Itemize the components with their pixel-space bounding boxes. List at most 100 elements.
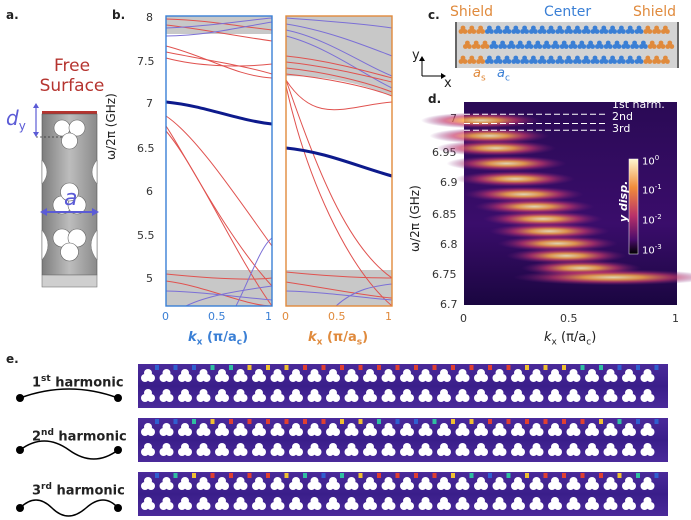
- ac-label: ac: [497, 66, 510, 84]
- cbar-tick: 10-1: [642, 183, 662, 197]
- as-symbol: a: [473, 66, 481, 81]
- hole: [492, 443, 507, 456]
- harmonic-3-sketch: [19, 499, 119, 517]
- displacement-spot: [321, 365, 326, 370]
- hole: [548, 369, 562, 382]
- harmonic-2-label: 2nd harmonic: [32, 428, 127, 445]
- trefoil: [515, 40, 525, 49]
- trefoil: [652, 55, 661, 64]
- hole: [400, 389, 414, 402]
- hole: [178, 443, 192, 456]
- displacement-spot: [543, 365, 548, 370]
- harmonic-3-label: 3rd harmonic: [32, 482, 125, 499]
- hole: [566, 477, 581, 490]
- cbar-tick: 10-2: [642, 213, 662, 227]
- panel-c-label: c.: [428, 8, 440, 22]
- kx-symbol: k: [308, 330, 317, 345]
- hole: [141, 389, 155, 402]
- trefoil: [652, 25, 661, 34]
- trefoil: [467, 55, 477, 64]
- hole: [603, 443, 618, 456]
- hole: [640, 497, 655, 510]
- hole: [566, 423, 581, 436]
- trefoil: [625, 55, 635, 64]
- hole: [511, 423, 525, 436]
- displacement-spot: [340, 365, 344, 370]
- displacement-spot: [377, 365, 381, 370]
- hole: [529, 497, 544, 510]
- hole: [437, 443, 451, 456]
- trefoil: [458, 25, 468, 34]
- hole: [566, 369, 581, 382]
- displacement-spot: [395, 365, 400, 370]
- cbar-tick: 10-3: [642, 243, 662, 257]
- hole: [474, 477, 488, 490]
- hole: [529, 477, 544, 490]
- displacement-spot: [155, 365, 159, 370]
- displacement-spot: [432, 473, 437, 478]
- hole: [159, 477, 174, 490]
- dispersion-heatmap: [421, 102, 691, 305]
- hole: [326, 423, 340, 436]
- trefoil: [573, 25, 582, 34]
- xtick-center: 1: [265, 310, 272, 323]
- hole: [548, 423, 562, 436]
- hole: [252, 423, 266, 436]
- hole: [418, 497, 433, 510]
- hole: [474, 389, 488, 402]
- trefoil: [537, 55, 547, 64]
- hole: [196, 389, 211, 402]
- displacement-spot: [303, 473, 307, 478]
- hole: [326, 477, 340, 490]
- panel-b-xlabel-center: kx (π/ac): [188, 330, 248, 348]
- trefoil: [555, 55, 565, 64]
- kx-unit-sub: c: [236, 337, 243, 348]
- trefoil: [493, 25, 503, 34]
- trefoil: [480, 40, 490, 49]
- hole: [585, 389, 599, 402]
- hole: [437, 497, 451, 510]
- hole: [270, 423, 285, 436]
- displacement-spot: [266, 473, 270, 478]
- displacement-spot: [506, 419, 511, 424]
- ytick: 7: [146, 97, 153, 110]
- hole: [252, 369, 266, 382]
- crystal-schematic: [455, 22, 679, 68]
- dispersion-band: [463, 186, 584, 203]
- xtick: 1: [672, 312, 679, 325]
- trefoil: [599, 25, 609, 34]
- hole: [381, 389, 396, 402]
- displacement-spot: [192, 473, 196, 478]
- harmonic-1-sketch: [19, 388, 119, 399]
- xtick: 0: [460, 312, 467, 325]
- trefoil: [476, 55, 485, 64]
- displacement-spot: [525, 365, 529, 370]
- cbar-tick: 100: [642, 154, 660, 168]
- trefoil: [564, 25, 573, 34]
- displacement-spot: [562, 365, 566, 370]
- hole: [511, 369, 525, 382]
- hole: [381, 423, 396, 436]
- displacement-spot: [451, 419, 455, 424]
- trefoil: [546, 55, 556, 64]
- hole: [455, 423, 470, 436]
- trefoil: [564, 55, 573, 64]
- displacement-spot: [210, 419, 215, 424]
- hole: [178, 389, 192, 402]
- trefoil: [520, 25, 529, 34]
- hole: [233, 423, 248, 436]
- xtick-shield: 1: [385, 310, 392, 323]
- displacement-spot: [599, 419, 603, 424]
- hole: [215, 443, 229, 456]
- hole: [603, 369, 618, 382]
- hole: [196, 443, 211, 456]
- hole: [455, 497, 470, 510]
- displacement-spot: [617, 419, 622, 424]
- kx-unit: (π/a: [556, 330, 587, 345]
- trefoil: [643, 25, 653, 34]
- dispersion-band: [513, 269, 691, 286]
- hole: [233, 497, 248, 510]
- trefoil: [595, 40, 604, 49]
- hole: [548, 497, 562, 510]
- hole: [159, 497, 174, 510]
